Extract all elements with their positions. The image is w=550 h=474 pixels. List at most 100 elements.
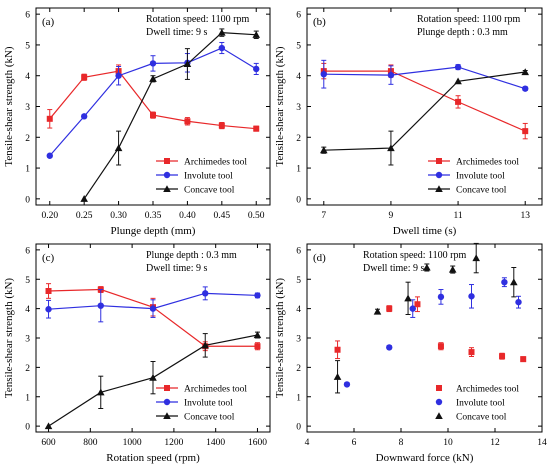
x-tick-label: 1400 [206,438,225,448]
y-tick-label: 2 [296,364,301,374]
x-axis-label: Rotation speed (rpm) [106,452,200,464]
data-point [386,305,393,312]
legend: Archimedes tool Involute tool Concave tool [428,158,519,196]
data-point [253,125,260,132]
legend-marker [163,398,171,406]
data-point [404,294,412,302]
panel-label: (a) [42,16,55,28]
legend-label: Concave tool [184,186,235,196]
data-point [97,302,104,309]
data-point [253,331,262,339]
data-point [80,195,88,202]
y-axis-label: Tensile-shear strength (kN) [274,46,286,167]
panel-label: (b) [313,16,326,28]
data-point [319,146,328,154]
x-tick-label: 12 [490,438,500,448]
series-concave-tool [80,28,261,202]
data-point [386,344,393,351]
legend-label: Concave tool [456,186,507,196]
series-archimedes-tool [334,296,527,363]
data-point [522,128,529,135]
data-point [522,85,529,92]
panel-label: (d) [313,252,326,264]
y-tick-label: 5 [25,41,30,51]
y-axis-label: Tensile-shear strength (kN) [3,46,15,167]
y-tick-label: 4 [296,72,301,82]
y-tick-label: 5 [296,276,301,286]
x-tick-label: 1600 [248,438,267,448]
series-line [323,66,526,90]
condition-annotation: Dwell time: 9 s [363,263,424,274]
series-concave-tool [44,331,262,430]
x-tick-label: 0.35 [145,211,162,221]
series-line [83,32,257,200]
legend: Archimedes tool Involute tool Concave tool [156,385,247,423]
x-tick-label: 600 [41,438,56,448]
data-point [334,346,341,353]
data-point [184,118,191,125]
legend-label: Archimedes tool [184,385,247,395]
series-line [323,71,526,151]
data-point [448,265,457,273]
series-archimedes-tool [46,64,260,132]
y-tick-label: 1 [296,165,301,175]
condition-annotation: Plunge depth : 0.3 mm [146,250,237,261]
data-point [254,292,261,299]
legend-marker [436,385,442,391]
x-tick-label: 14 [537,438,547,448]
y-tick-label: 6 [296,11,301,21]
x-tick-label: 8 [399,438,404,448]
data-point [454,77,462,85]
series-involute-tool [46,41,260,159]
legend-label: Involute tool [456,172,505,182]
y-tick-label: 1 [296,393,301,403]
series-involute-tool [343,277,522,388]
panel-c: 600 800 1000 1200 1400 1600 0 1 2 3 4 5 6 Rotation sp… [3,243,271,464]
data-point [515,298,522,306]
data-point [252,30,261,38]
data-point [115,72,122,79]
series-concave-tool [333,242,518,394]
data-point [414,301,421,308]
data-point [149,74,157,82]
data-point [455,98,462,105]
y-tick-label: 5 [25,276,30,286]
data-point [343,381,351,388]
legend-marker [435,185,443,193]
data-point [150,112,156,119]
legend-marker [163,412,171,420]
y-tick-label: 6 [25,11,30,21]
data-point [468,293,475,300]
data-point [202,290,209,297]
data-point [46,152,53,159]
x-tick-label: 0.30 [110,211,127,221]
legend-label: Archimedes tool [456,158,519,168]
data-point [472,254,480,262]
data-point [44,422,53,430]
condition-annotation: Rotation speed: 1100 rpm [417,14,520,25]
x-axis-label: Dwell time (s) [393,225,457,237]
data-point [437,343,444,350]
data-point [409,305,416,312]
legend-marker [163,185,171,193]
y-tick-label: 6 [296,246,301,256]
panel-label: (c) [42,252,55,264]
data-point [81,74,88,81]
data-point [510,278,518,286]
x-tick-label: 1200 [164,438,183,448]
legend-label: Archimedes tool [184,158,247,168]
y-tick-label: 4 [25,305,30,315]
condition-annotation: Rotation speed: 1100 rpm [363,250,466,261]
plot-frame [306,243,543,433]
x-tick-label: 1000 [123,438,142,448]
data-point [320,70,327,78]
y-tick-label: 2 [25,364,30,374]
condition-annotation: Plunge depth : 0.3 mm [417,27,508,38]
data-point [253,65,260,73]
data-point [254,343,261,350]
panel-a: 0.20 0.25 0.30 0.35 0.40 0.45 0.50 0 1 2 3 4 5 6 Plung… [3,7,271,237]
legend-label: Involute tool [184,172,233,182]
data-point [468,349,475,356]
data-point [96,388,105,396]
data-point [437,293,445,301]
